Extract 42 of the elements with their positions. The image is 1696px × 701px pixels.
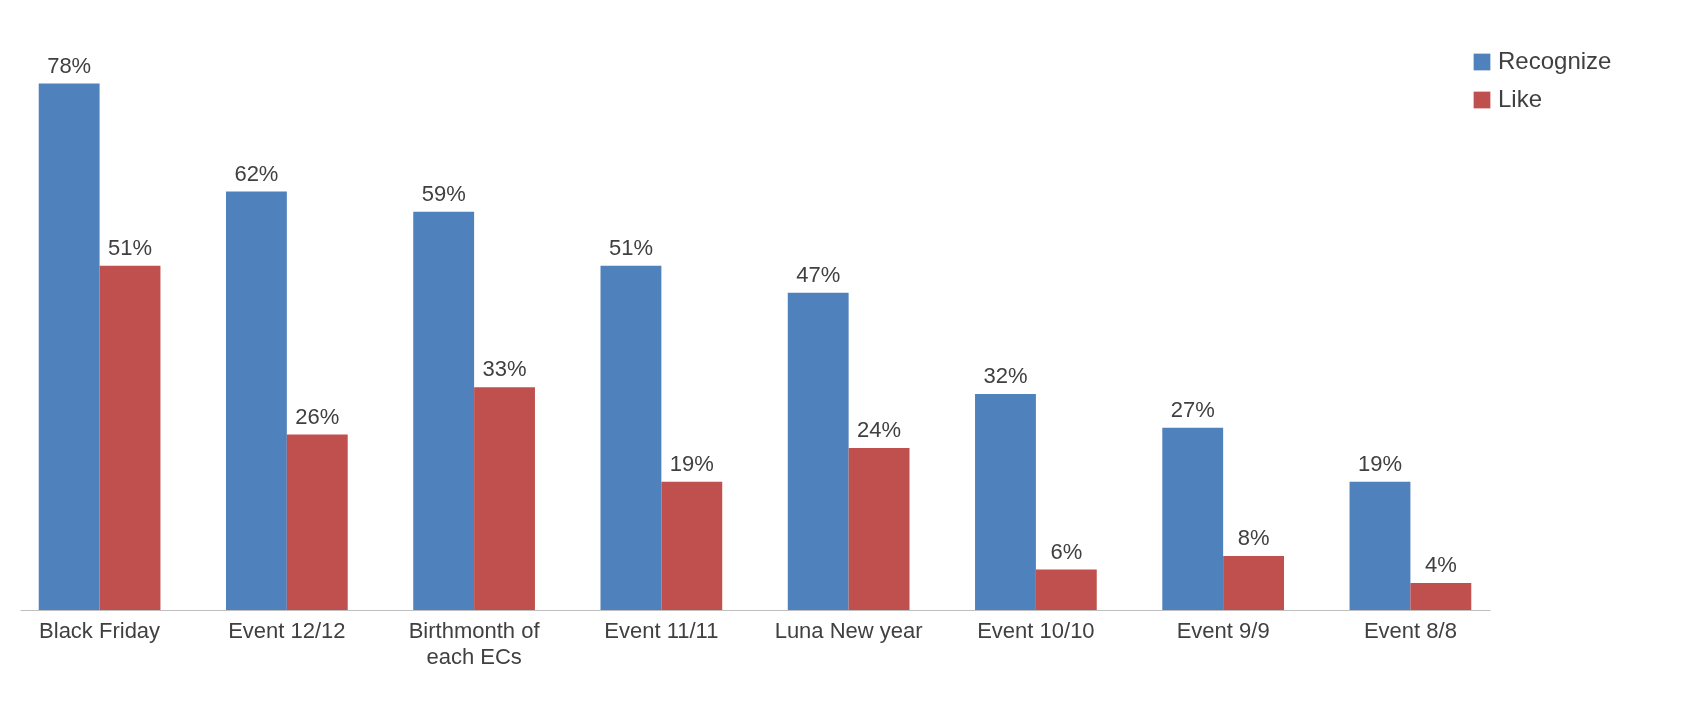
bar xyxy=(1223,556,1285,610)
bar xyxy=(225,191,287,610)
x-tick-label: Luna New year xyxy=(774,617,923,643)
data-label: 19% xyxy=(669,450,714,476)
data-label: 4% xyxy=(1424,552,1457,577)
bar xyxy=(1162,427,1224,610)
data-label: 51% xyxy=(107,234,153,260)
x-tick-label: Event 11/11 xyxy=(604,617,719,643)
x-tick-label: Event 9/9 xyxy=(1176,617,1270,643)
data-label: 47% xyxy=(796,261,841,287)
data-label: 26% xyxy=(295,403,340,429)
bar xyxy=(413,211,475,610)
data-label: 78% xyxy=(47,52,92,78)
data-label: 51% xyxy=(608,234,653,260)
bar xyxy=(38,83,100,610)
data-label: 19% xyxy=(1357,450,1403,476)
bar xyxy=(1349,481,1411,610)
data-label: 8% xyxy=(1237,525,1270,550)
x-tick-label: Event 8/8 xyxy=(1363,617,1457,643)
legend-label: Recognize xyxy=(1498,47,1612,74)
bar xyxy=(787,292,849,610)
bar xyxy=(1410,583,1472,610)
bar xyxy=(848,448,910,610)
x-tick-label: Event 10/10 xyxy=(977,617,1095,643)
data-label: 59% xyxy=(421,180,466,206)
data-label: 62% xyxy=(234,160,279,186)
data-label: 32% xyxy=(983,363,1028,388)
bar xyxy=(975,394,1036,610)
bar xyxy=(1035,569,1097,610)
data-label: 24% xyxy=(857,417,902,442)
x-tick-label: Black Friday xyxy=(39,617,161,643)
x-tick-label: Birthmonth of each ECs xyxy=(408,617,541,669)
bar xyxy=(661,481,723,610)
legend-label: Like xyxy=(1498,85,1543,112)
data-label: 27% xyxy=(1170,396,1215,422)
bar xyxy=(286,434,348,610)
bar xyxy=(99,265,161,610)
data-label: 6% xyxy=(1050,538,1083,564)
bar xyxy=(474,387,535,610)
bar xyxy=(600,265,662,610)
x-tick-label: Event 12/12 xyxy=(228,617,346,643)
data-label: 33% xyxy=(482,356,527,382)
